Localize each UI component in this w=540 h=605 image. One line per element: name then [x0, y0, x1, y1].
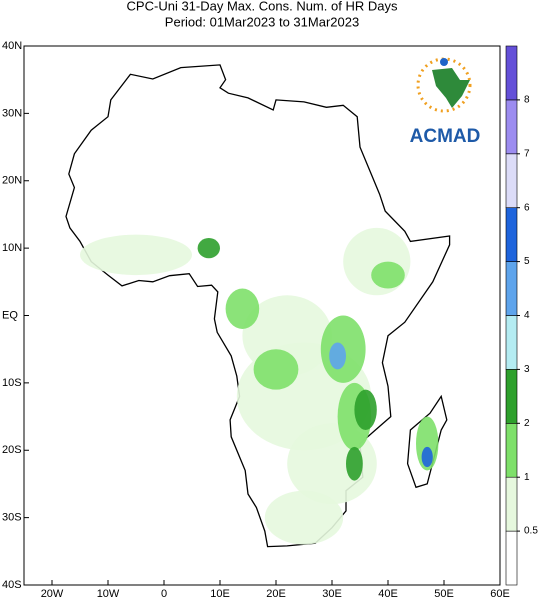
rain-area — [329, 342, 346, 370]
colorbar-label: 3 — [524, 364, 530, 375]
y-tick-label: 10S — [2, 377, 22, 389]
y-tick-label: 10N — [2, 242, 22, 254]
map-layer — [23, 45, 501, 586]
y-tick-label: 20N — [2, 175, 22, 187]
map-subtitle: Period: 01Mar2023 to 31Mar2023 — [165, 14, 359, 29]
colorbar-segment — [505, 99, 518, 155]
colorbar-segment — [505, 476, 518, 532]
rain-area — [80, 234, 192, 276]
y-tick-label: 40S — [2, 579, 22, 591]
colorbar-label: 1 — [524, 472, 530, 483]
x-tick-label: 30E — [322, 588, 342, 600]
rain-area — [225, 288, 260, 329]
y-tick-label: 20S — [2, 444, 22, 456]
rain-area — [421, 446, 433, 468]
y-tick-label: EQ — [2, 309, 18, 321]
rain-area — [253, 349, 299, 390]
y-tick-label: 30N — [2, 107, 22, 119]
rain-area — [264, 490, 344, 545]
rain-area — [343, 227, 411, 296]
colorbar-label: 2 — [524, 418, 530, 429]
rain-area — [197, 238, 220, 259]
x-tick-label: 40E — [378, 588, 398, 600]
rain-area — [346, 446, 363, 481]
colorbar-segment — [505, 207, 518, 262]
colorbar-label: 5 — [524, 256, 530, 267]
rain-area — [354, 389, 377, 431]
colorbar-label: 7 — [524, 148, 530, 159]
y-tick-label: 30S — [2, 512, 22, 524]
x-tick-label: 20E — [266, 588, 286, 600]
y-tick-label: 40N — [2, 40, 22, 52]
x-tick-label: 60E — [490, 588, 510, 600]
x-tick-label: 0 — [161, 588, 167, 600]
colorbar-label: 8 — [524, 95, 530, 106]
x-tick-label: 10E — [210, 588, 230, 600]
x-tick-label: 10W — [97, 588, 120, 600]
map-title: CPC-Uni 31-Day Max. Cons. Num. of HR Day… — [127, 0, 398, 13]
colorbar-segment — [505, 369, 518, 424]
colorbar-segment — [505, 315, 518, 370]
x-tick-label: 20W — [41, 588, 64, 600]
x-tick-label: 50E — [434, 588, 454, 600]
colorbar-label: 0.5 — [524, 526, 538, 537]
colorbar-segment — [505, 422, 518, 478]
logo: ACMAD — [410, 57, 481, 147]
colorbar-segment — [505, 530, 518, 586]
colorbar-segment — [505, 261, 518, 316]
colorbar-segment — [505, 153, 518, 209]
colorbar-label: 4 — [524, 310, 530, 321]
logo-text: ACMAD — [410, 126, 481, 147]
colorbar-label: 6 — [524, 202, 530, 213]
rain-area — [371, 261, 405, 289]
colorbar-segment — [505, 45, 518, 101]
